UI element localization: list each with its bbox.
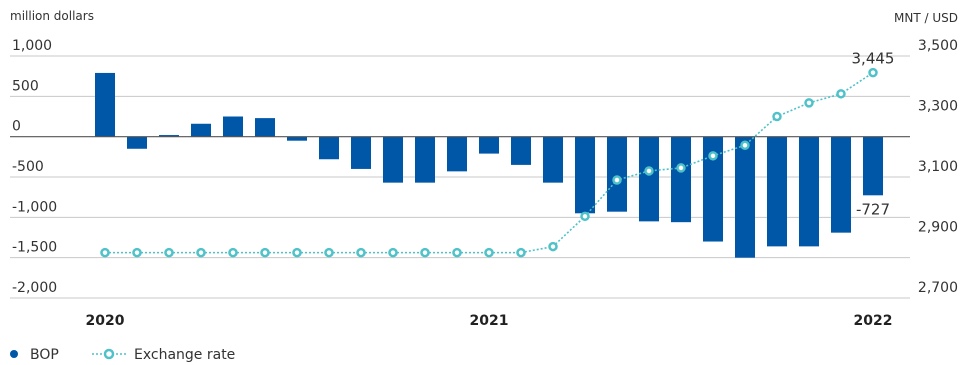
exchange-rate-point: [484, 247, 494, 258]
left-tick-label: -500: [12, 159, 44, 175]
exchange-rate-point: [708, 151, 718, 161]
exchange-rate-polyline: [105, 71, 874, 254]
exchange-rate-point: [356, 247, 366, 258]
bop-bar: [799, 136, 819, 247]
exchange-rate-point: [548, 241, 558, 252]
right-tick-label: 2,700: [918, 280, 958, 296]
legend-bop-marker: [10, 350, 18, 358]
right-axis-ticks: 3,500 3,300 3,100 2,900 2,700: [918, 38, 958, 296]
right-tick-label: 3,300: [918, 99, 958, 115]
exchange-rate-point: [228, 247, 238, 258]
x-tick-label: 2020: [86, 313, 125, 329]
bop-bar: [639, 136, 659, 222]
exchange-rate-point: [644, 166, 654, 176]
bop-bar: [511, 136, 531, 165]
left-tick-label: 0: [12, 119, 21, 135]
bop-bar: [415, 136, 435, 183]
bop-bar: [767, 136, 787, 247]
bop-bar: [159, 135, 179, 137]
left-axis-ticks: 1,000 500 0 -500 -1,000 -1,500 -2,000: [12, 38, 57, 296]
right-tick-label: 2,900: [918, 220, 958, 236]
exchange-rate-point: [580, 211, 590, 222]
bop-bar: [479, 136, 499, 154]
data-label: -727: [856, 200, 890, 218]
bop-bar: [351, 136, 371, 169]
exchange-rate-point: [452, 247, 462, 258]
exchange-rate-point: [420, 247, 430, 258]
left-tick-label: 500: [12, 78, 39, 94]
grid-lines: [10, 55, 910, 299]
bop-bar: [543, 136, 563, 183]
bop-bar: [383, 136, 403, 183]
legend-exchange-rate-marker: [103, 348, 115, 360]
bop-bar: [671, 136, 691, 223]
exchange-rate-point: [804, 98, 814, 108]
bop-bar: [95, 72, 115, 137]
exchange-rate-point: [612, 175, 622, 185]
bop-bar: [191, 123, 211, 137]
exchange-rate-point: [260, 247, 270, 258]
exchange-rate-point: [388, 247, 398, 258]
data-labels: -727 3,445: [852, 50, 895, 219]
bop-bar: [447, 136, 467, 172]
left-tick-label: 1,000: [12, 38, 52, 54]
bop-bar: [863, 136, 883, 196]
bop-bar: [223, 116, 243, 137]
exchange-rate-point: [164, 247, 174, 258]
exchange-rate-point: [324, 247, 334, 258]
right-tick-label: 3,500: [918, 38, 958, 54]
x-tick-label: 2022: [854, 313, 893, 329]
exchange-rate-line: [100, 67, 878, 258]
bop-bar: [575, 136, 595, 214]
bop-bar: [703, 136, 723, 242]
left-tick-label: -2,000: [12, 280, 57, 296]
right-axis-unit-label: MNT / USD: [894, 11, 958, 25]
exchange-rate-point: [292, 247, 302, 258]
bop-bar: [255, 118, 275, 137]
left-tick-label: -1,500: [12, 240, 57, 256]
left-tick-label: -1,000: [12, 199, 57, 215]
data-label: 3,445: [852, 50, 895, 68]
exchange-rate-point: [132, 247, 142, 258]
exchange-rate-point: [740, 140, 750, 150]
x-axis-ticks: 2020 2021 2022: [86, 313, 893, 329]
exchange-rate-point: [772, 111, 782, 122]
exchange-rate-point: [836, 89, 846, 99]
exchange-rate-point: [868, 67, 878, 78]
bop-bars: [95, 72, 883, 258]
right-tick-label: 3,100: [918, 159, 958, 175]
legend-exchange-rate-label: Exchange rate: [134, 347, 235, 363]
left-axis-unit-label: million dollars: [10, 9, 94, 23]
exchange-rate-point: [100, 247, 110, 258]
x-tick-label: 2021: [470, 313, 509, 329]
bop-bar: [735, 136, 755, 258]
exchange-rate-point: [516, 247, 526, 258]
exchange-rate-point: [676, 163, 686, 173]
legend-bop-label: BOP: [30, 347, 59, 363]
bop-bar: [831, 136, 851, 233]
bop-bar: [287, 136, 307, 141]
exchange-rate-point: [196, 247, 206, 258]
bop-bar: [319, 136, 339, 160]
bop-bar: [607, 136, 627, 212]
bop-bar: [127, 136, 147, 149]
legend: BOP Exchange rate: [10, 347, 235, 363]
